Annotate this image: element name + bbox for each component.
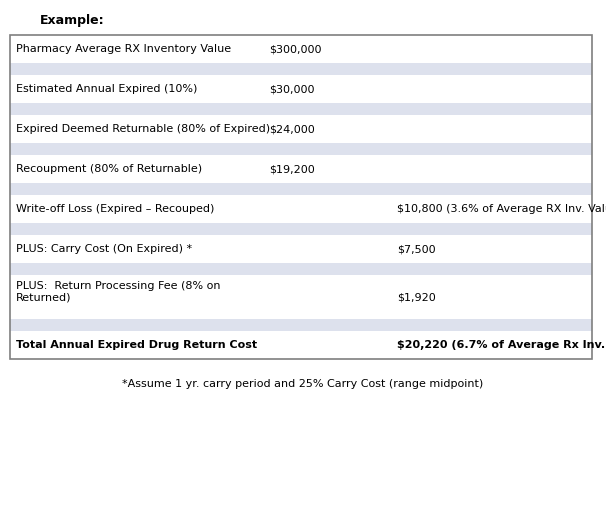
Text: $300,000: $300,000 — [269, 44, 322, 54]
Text: Expired Deemed Returnable (80% of Expired): Expired Deemed Returnable (80% of Expire… — [16, 124, 270, 134]
Bar — [10, 195, 592, 223]
Bar — [10, 235, 592, 263]
Bar — [10, 183, 592, 195]
Bar — [10, 331, 592, 359]
Bar — [10, 143, 592, 155]
Text: *Assume 1 yr. carry period and 25% Carry Cost (range midpoint): *Assume 1 yr. carry period and 25% Carry… — [122, 379, 484, 389]
Text: $7,500: $7,500 — [397, 244, 436, 254]
Text: Total Annual Expired Drug Return Cost: Total Annual Expired Drug Return Cost — [16, 340, 257, 350]
Text: $24,000: $24,000 — [269, 124, 315, 134]
Text: $20,220 (6.7% of Average Rx Inv. Value): $20,220 (6.7% of Average Rx Inv. Value) — [397, 340, 606, 350]
Bar — [10, 263, 592, 275]
Bar — [10, 155, 592, 183]
Bar — [10, 275, 592, 319]
Text: PLUS:  Return Processing Fee (8% on
Returned): PLUS: Return Processing Fee (8% on Retur… — [16, 281, 221, 302]
Text: PLUS: Carry Cost (On Expired) *: PLUS: Carry Cost (On Expired) * — [16, 244, 192, 254]
Bar — [10, 319, 592, 331]
Text: $10,800 (3.6% of Average RX Inv. Value): $10,800 (3.6% of Average RX Inv. Value) — [397, 204, 606, 214]
Bar — [10, 35, 592, 63]
Text: Pharmacy Average RX Inventory Value: Pharmacy Average RX Inventory Value — [16, 44, 231, 54]
Bar — [10, 63, 592, 75]
Bar — [10, 75, 592, 103]
Text: Estimated Annual Expired (10%): Estimated Annual Expired (10%) — [16, 84, 198, 94]
Bar — [10, 223, 592, 235]
Bar — [10, 115, 592, 143]
Bar — [10, 35, 592, 359]
Text: $30,000: $30,000 — [269, 84, 315, 94]
Text: Recoupment (80% of Returnable): Recoupment (80% of Returnable) — [16, 164, 202, 174]
Text: $1,920: $1,920 — [397, 292, 436, 302]
Text: Write-off Loss (Expired – Recouped): Write-off Loss (Expired – Recouped) — [16, 204, 215, 214]
Bar — [10, 103, 592, 115]
Text: $19,200: $19,200 — [269, 164, 315, 174]
Text: Example:: Example: — [40, 14, 105, 27]
